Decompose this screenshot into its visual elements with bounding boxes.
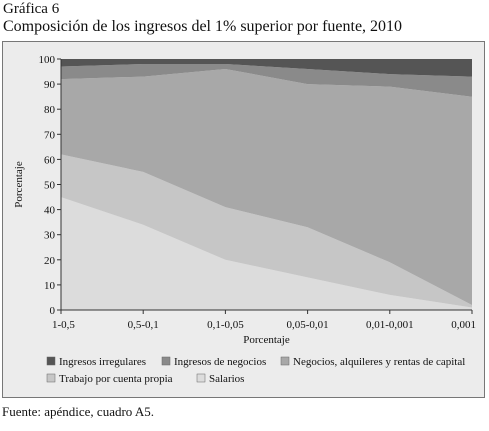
x-tick-label: 0,1-0,05 <box>207 319 244 331</box>
y-axis-title: Porcentaje <box>13 161 25 208</box>
y-tick-label: 80 <box>44 104 56 116</box>
legend-item: Ingresos irregulares <box>46 356 146 368</box>
x-tick-label: 1-0,5 <box>52 319 75 331</box>
y-tick-label: 90 <box>44 79 56 91</box>
area-trabajo-por-cuenta-propia <box>61 154 472 308</box>
legend: Ingresos irregulares Ingresos de negocios… <box>46 356 465 385</box>
legend-swatch <box>196 373 206 383</box>
y-tick-label: 20 <box>44 255 56 267</box>
legend-item: Ingresos de negocios <box>161 356 266 368</box>
area-negocios-alquileres-y-rentas-de-capital <box>61 69 472 305</box>
legend-label: Ingresos de negocios <box>174 356 266 368</box>
legend-swatch <box>161 356 171 366</box>
x-tick-label: 0,01-0,001 <box>366 319 414 331</box>
legend-swatch <box>46 356 56 366</box>
area-series-group <box>61 59 472 310</box>
y-tick-label: 40 <box>44 205 56 217</box>
y-tick-label: 100 <box>39 54 56 66</box>
area-ingresos-de-negocios <box>61 64 472 97</box>
y-tick-label: 60 <box>44 154 56 166</box>
area-ingresos-irregulares <box>61 59 472 77</box>
y-tick-label: 30 <box>44 230 56 242</box>
legend-item: Negocios, alquileres y rentas de capital <box>280 356 465 368</box>
figure-label: Gráfica 6 <box>3 1 60 17</box>
legend-swatch <box>46 373 56 383</box>
y-tick-label: 50 <box>44 180 56 192</box>
legend-swatch <box>280 356 290 366</box>
legend-label: Ingresos irregulares <box>59 356 146 368</box>
axes-group: 0 10 20 30 40 50 60 70 80 90 100 1-0,5 0,5-0,1 0,1-0,… <box>13 54 476 346</box>
x-tick-label: 0,05-0,01 <box>287 319 329 331</box>
y-tick-label: 10 <box>44 280 56 292</box>
legend-item: Trabajo por cuenta propia <box>46 373 173 385</box>
legend-label: Salarios <box>209 373 244 385</box>
area-salarios <box>61 197 472 310</box>
x-tick-label: 0,001 <box>451 319 476 331</box>
legend-item: Salarios <box>196 373 244 385</box>
x-tick-label: 0,5-0,1 <box>128 319 159 331</box>
chart-title: Composición de los ingresos del 1% super… <box>3 18 403 35</box>
y-tick-label: 70 <box>44 129 56 141</box>
x-axis-title: Porcentaje <box>243 334 290 346</box>
legend-label: Negocios, alquileres y rentas de capital <box>293 356 465 368</box>
source-note: Fuente: apéndice, cuadro A5. <box>2 404 154 419</box>
chart-header: Gráfica 6 Composición de los ingresos de… <box>3 1 402 35</box>
legend-label: Trabajo por cuenta propia <box>59 373 173 385</box>
y-tick-label: 0 <box>50 305 56 317</box>
